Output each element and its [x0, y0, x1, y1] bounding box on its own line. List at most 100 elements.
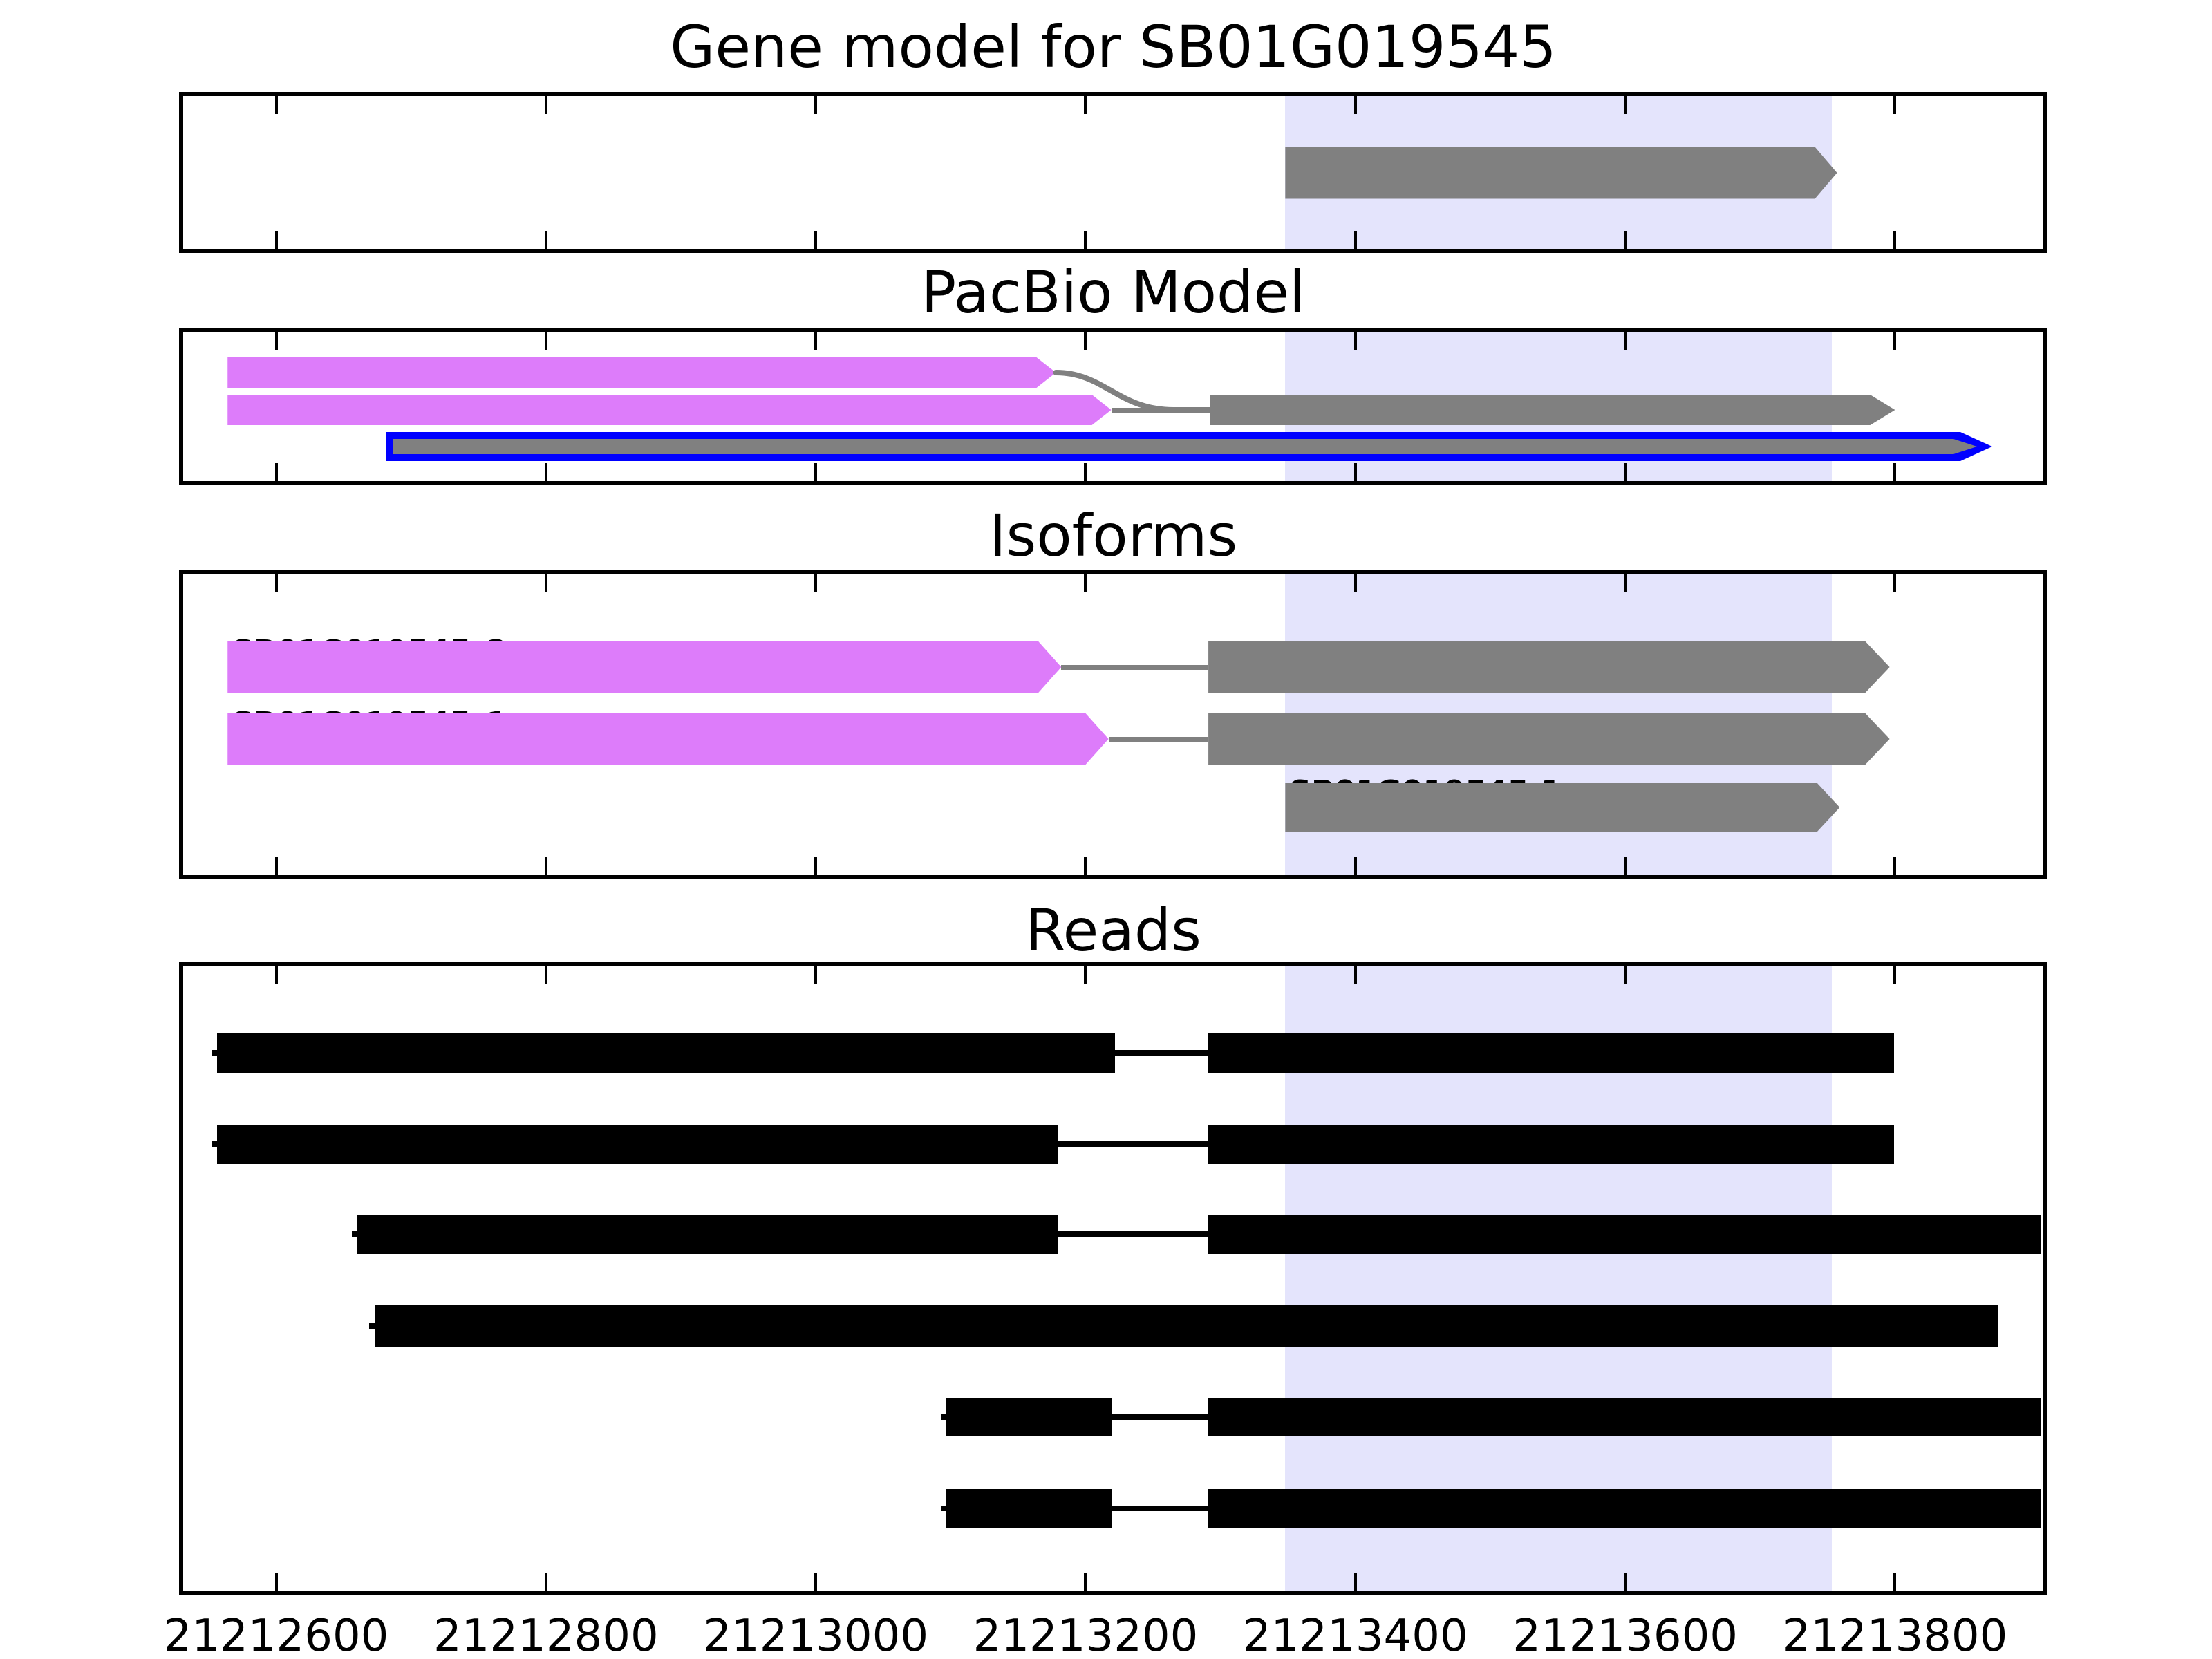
axis-tick-top	[274, 966, 278, 984]
gene-arrow-gray	[1208, 713, 1890, 765]
axis-tick-bottom	[814, 231, 818, 249]
axis-tick-top	[1353, 574, 1357, 592]
axis-tick-bottom	[1893, 231, 1897, 249]
axis-tick-bottom	[1893, 463, 1897, 481]
read-start-stub	[211, 1050, 218, 1056]
axis-tick-top	[1893, 96, 1897, 114]
read-exon	[1208, 1124, 1894, 1164]
read-intron-line	[1058, 1141, 1209, 1147]
splice-connector-line	[1108, 736, 1209, 742]
read-exon	[374, 1305, 1998, 1347]
read-intron-line	[1111, 1414, 1209, 1420]
axis-tick-bottom	[814, 1573, 818, 1591]
x-axis-tick-labels: 21212600 21212800 21213000 21213200 21213400…	[0, 1611, 2212, 1659]
axis-tick-top	[1893, 332, 1897, 350]
axis-tick-top	[1893, 574, 1897, 592]
axis-tick-top	[274, 574, 278, 592]
axis-tick-top	[544, 96, 547, 114]
axis-tick-top	[1353, 96, 1357, 114]
axis-tick-top	[814, 966, 818, 984]
axis-tick-top	[544, 966, 547, 984]
axis-tick-top	[814, 96, 818, 114]
axis-tick-top	[1084, 966, 1087, 984]
axis-tick-bottom	[1893, 1573, 1897, 1591]
x-tick-label: 21213000	[703, 1611, 929, 1659]
axis-tick-bottom	[814, 463, 818, 481]
axis-tick-bottom	[1084, 857, 1087, 875]
axis-tick-bottom	[544, 463, 547, 481]
read-intron-line	[1115, 1050, 1209, 1056]
axis-tick-bottom	[1893, 857, 1897, 875]
splice-connector-line	[1111, 407, 1210, 413]
read-start-stub	[211, 1141, 218, 1147]
axis-tick-bottom	[1624, 857, 1627, 875]
axis-tick-bottom	[1084, 463, 1087, 481]
panel-isoforms: SB01G019545_2SB01G019545_1SB01G019545.1	[179, 570, 2047, 879]
x-tick-label: 21212600	[163, 1611, 389, 1659]
panel-title-isoforms: Isoforms	[988, 502, 1238, 570]
axis-tick-bottom	[1624, 463, 1627, 481]
axis-tick-top	[1624, 96, 1627, 114]
gene-arrow-inner-fill	[393, 439, 1977, 454]
x-tick-label: 21213800	[1782, 1611, 2008, 1659]
axis-tick-top	[814, 332, 818, 350]
panel-title-pacbio: PacBio Model	[921, 259, 1306, 326]
axis-tick-bottom	[274, 857, 278, 875]
axis-tick-bottom	[1353, 1573, 1357, 1591]
read-start-stub	[368, 1323, 376, 1329]
panel-gene-model	[179, 92, 2047, 253]
read-exon	[1208, 1214, 2041, 1254]
x-tick-label: 21212800	[433, 1611, 659, 1659]
x-tick-label: 21213600	[1512, 1611, 1738, 1659]
read-exon	[1208, 1398, 2041, 1436]
axis-tick-top	[1084, 574, 1087, 592]
axis-tick-top	[1624, 332, 1627, 350]
read-exon	[946, 1398, 1112, 1436]
x-tick-label: 21213400	[1242, 1611, 1468, 1659]
axis-tick-bottom	[544, 1573, 547, 1591]
panel-title-reads: Reads	[1025, 897, 1201, 964]
axis-tick-top	[274, 332, 278, 350]
axis-tick-bottom	[1084, 1573, 1087, 1591]
gene-arrow-magenta	[227, 395, 1111, 425]
axis-tick-bottom	[1084, 231, 1087, 249]
axis-tick-bottom	[1353, 857, 1357, 875]
read-start-stub	[351, 1231, 359, 1237]
read-exon	[216, 1124, 1059, 1164]
splice-connector-line	[1061, 664, 1209, 670]
axis-tick-bottom	[1624, 231, 1627, 249]
read-intron-line	[1058, 1231, 1209, 1237]
panel-pacbio	[179, 328, 2047, 485]
gene-arrow-outlined	[386, 432, 1992, 461]
axis-tick-top	[1624, 966, 1627, 984]
axis-tick-bottom	[274, 1573, 278, 1591]
axis-tick-bottom	[544, 231, 547, 249]
axis-tick-top	[1353, 966, 1357, 984]
gene-arrow-gray	[1210, 395, 1895, 425]
axis-tick-bottom	[544, 857, 547, 875]
read-start-stub	[941, 1414, 948, 1420]
axis-tick-top	[1624, 574, 1627, 592]
axis-tick-bottom	[274, 231, 278, 249]
read-exon	[1208, 1488, 2041, 1528]
read-exon	[1208, 1033, 1894, 1073]
axis-tick-bottom	[1353, 463, 1357, 481]
gene-arrow-gray	[1208, 641, 1890, 693]
axis-tick-top	[1353, 332, 1357, 350]
axis-tick-top	[274, 96, 278, 114]
axis-tick-top	[1084, 96, 1087, 114]
axis-tick-top	[1084, 332, 1087, 350]
axis-tick-bottom	[1353, 231, 1357, 249]
read-exon	[357, 1214, 1059, 1254]
read-intron-line	[1111, 1506, 1209, 1511]
axis-tick-top	[814, 574, 818, 592]
read-exon	[946, 1488, 1112, 1528]
gene-arrow-magenta	[227, 357, 1056, 388]
axis-tick-bottom	[1624, 1573, 1627, 1591]
panel-reads	[179, 962, 2047, 1595]
read-exon	[216, 1033, 1116, 1073]
read-start-stub	[941, 1506, 948, 1511]
axis-tick-bottom	[274, 463, 278, 481]
axis-tick-top	[1893, 966, 1897, 984]
